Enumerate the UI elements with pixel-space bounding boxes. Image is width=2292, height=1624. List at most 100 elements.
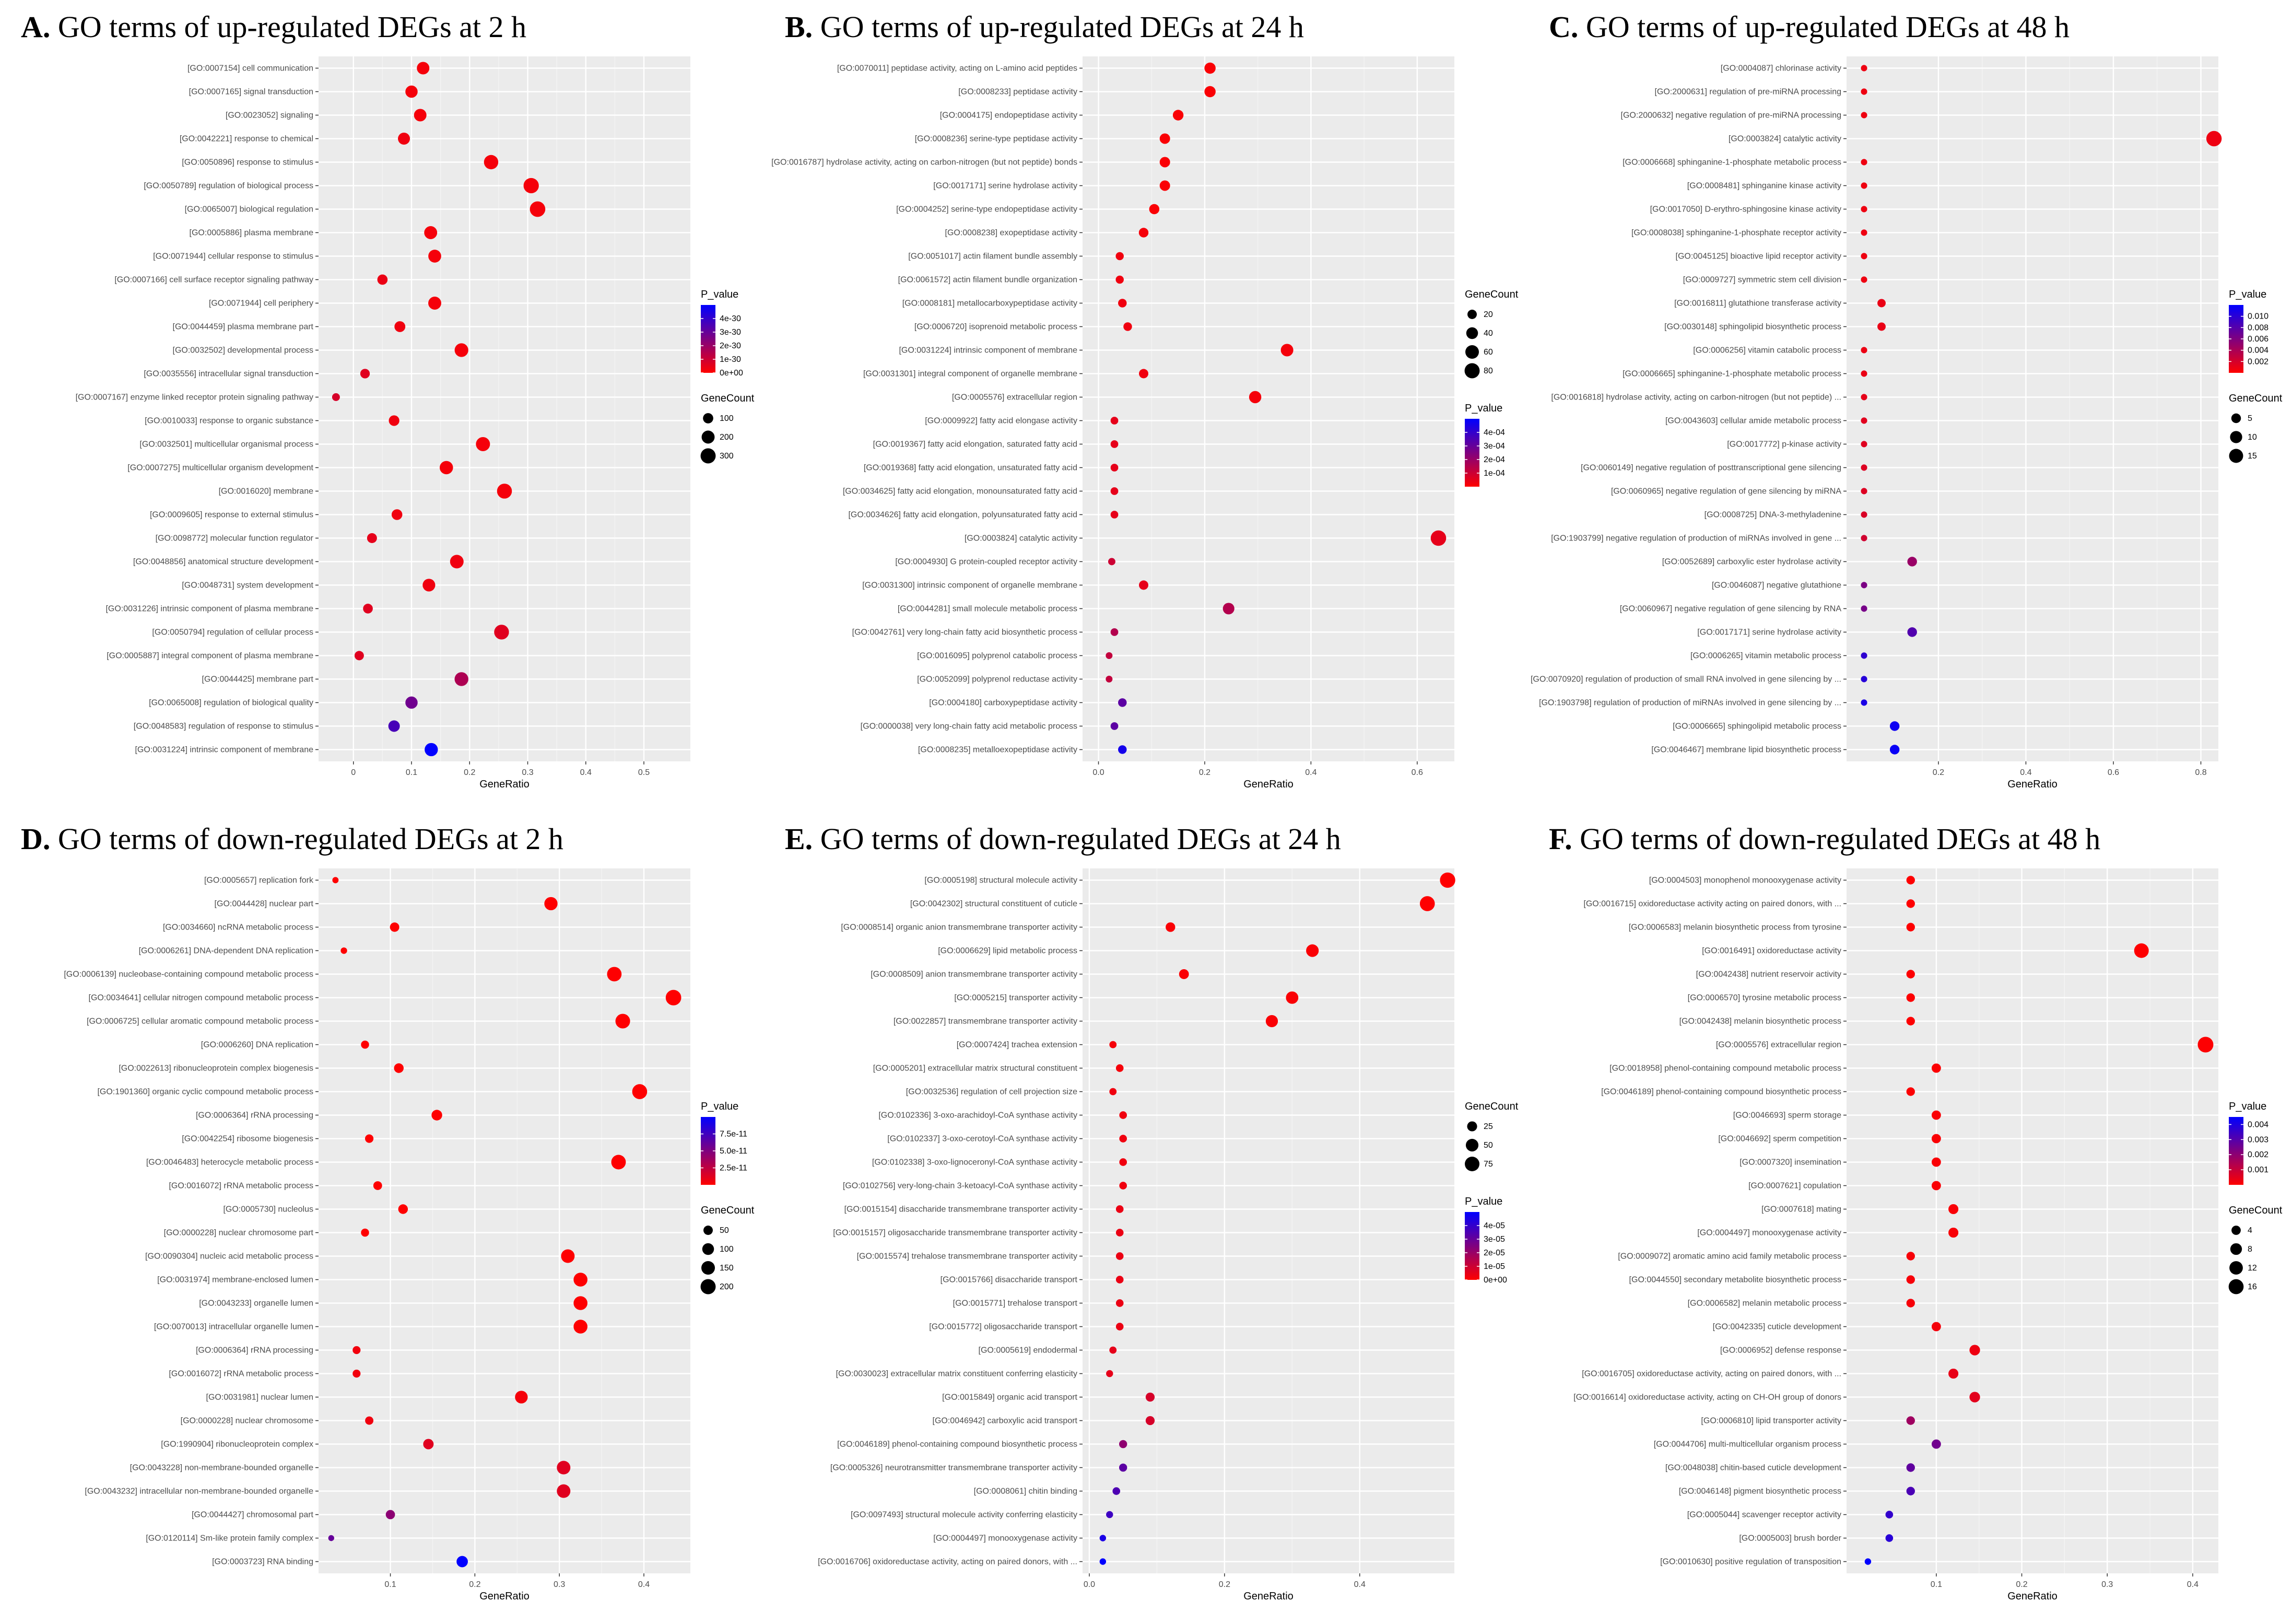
y-tick-label: [GO:0016787] hydrolase activity, acting … [771, 158, 1077, 167]
y-tick-label: [GO:1901360] organic cyclic compound met… [97, 1088, 313, 1097]
y-tick-label: [GO:0044706] multi-multicellular organis… [1654, 1440, 1841, 1449]
y-tick-label: [GO:0032536] regulation of cell projecti… [906, 1088, 1077, 1097]
y-tick-label: [GO:0007165] signal transduction [189, 88, 313, 97]
panel-d: D. GO terms of down-regulated DEGs at 2 … [0, 812, 764, 1624]
y-tick-label: [GO:0017171] serine hydrolase activity [1697, 628, 1841, 637]
y-tick-label: [GO:0008481] sphinganine kinase activity [1687, 182, 1841, 191]
y-tick-label: [GO:0006256] vitamin catabolic process [1693, 346, 1841, 355]
y-tick-label: [GO:0046148] pigment biosynthetic proces… [1679, 1487, 1841, 1496]
y-tick-label: [GO:0005198] structural molecule activit… [924, 876, 1077, 885]
pvalue-legend-title: P_value [701, 289, 738, 300]
data-point [573, 1296, 587, 1310]
data-point [1119, 1463, 1127, 1472]
y-tick-label: [GO:0006583] melanin biosynthetic proces… [1629, 923, 1841, 932]
data-point [1931, 1134, 1941, 1144]
x-tick-label: 0.4 [2187, 1580, 2199, 1589]
data-point [1906, 1299, 1915, 1308]
data-point [1115, 1064, 1124, 1072]
y-tick-label: [GO:1903799] negative regulation of prod… [1551, 534, 1841, 543]
genecount-legend-dot [1465, 345, 1479, 359]
data-point [615, 1014, 630, 1029]
y-tick-label: [GO:0048856] anatomical structure develo… [133, 558, 314, 567]
genecount-legend-dot [2230, 1243, 2242, 1255]
data-point [611, 1155, 626, 1170]
y-tick-label: [GO:0022857] transmembrane transporter a… [894, 1017, 1077, 1026]
y-tick-label: [GO:0061572] actin filament bundle organ… [898, 276, 1077, 285]
y-tick-label: [GO:0016491] oxidoreductase activity [1702, 947, 1841, 956]
x-tick-label: 0.4 [1354, 1580, 1366, 1589]
pvalue-legend-title: P_value [2229, 289, 2266, 300]
y-tick-label: [GO:0019367] fatty acid elongation, satu… [873, 440, 1077, 449]
x-tick-label: 0.2 [464, 768, 475, 777]
pvalue-legend-title: P_value [2229, 1101, 2266, 1112]
y-tick-label: [GO:0005887] integral component of plasm… [107, 652, 313, 661]
data-point [497, 484, 512, 499]
pvalue-legend-label: 3e-05 [1484, 1235, 1505, 1244]
y-tick-label: [GO:0006720] isoprenoid metabolic proces… [914, 323, 1077, 332]
y-tick-label: [GO:0010033] response to organic substan… [145, 417, 313, 426]
y-tick-label: [GO:0006364] rRNA processing [196, 1346, 313, 1355]
x-tick-label: 0.4 [2020, 768, 2031, 777]
y-tick-label: [GO:0007320] insemination [1739, 1158, 1841, 1167]
y-tick-label: [GO:0000228] nuclear chromosome [181, 1417, 313, 1426]
genecount-legend-label: 100 [720, 414, 734, 423]
x-tick-label: 0.5 [638, 768, 650, 777]
data-point [454, 343, 468, 357]
y-tick-label: [GO:0010630] positive regulation of tran… [1660, 1558, 1841, 1567]
x-tick-label: 0.3 [554, 1580, 565, 1589]
y-tick-label: [GO:0008038] sphinganine-1-phosphate rec… [1631, 229, 1841, 238]
data-point [1889, 721, 1900, 731]
data-point [1877, 299, 1886, 308]
genecount-legend-dot [2231, 1226, 2241, 1235]
pvalue-colorbar [2229, 1117, 2243, 1185]
y-tick-label: [GO:0006139] nucleobase-containing compo… [64, 970, 313, 979]
y-tick-label: [GO:0031226] intrinsic component of plas… [105, 605, 313, 614]
data-point [1172, 110, 1184, 121]
data-point [1166, 922, 1176, 932]
data-point [1099, 1558, 1107, 1565]
data-point [1265, 1015, 1278, 1028]
data-point [1159, 157, 1170, 168]
panel-title-text: GO terms of up-regulated DEGs at 24 h [820, 10, 1304, 44]
genecount-legend-dot [2231, 413, 2241, 423]
data-point [1109, 1088, 1117, 1096]
data-point [1159, 133, 1170, 144]
data-point [394, 1063, 404, 1073]
y-tick-label: [GO:0042221] response to chemical [180, 135, 313, 144]
y-tick-label: [GO:0022613] ribonucleoprotein complex b… [119, 1064, 313, 1073]
genecount-legend-dot [1465, 1157, 1479, 1171]
y-tick-label: [GO:0018958] phenol-containing compound … [1609, 1064, 1841, 1073]
pvalue-legend-label: 4e-30 [720, 314, 741, 323]
pvalue-legend-label: 1e-05 [1484, 1262, 1505, 1271]
y-tick-label: [GO:0071944] cell periphery [209, 299, 313, 308]
y-tick-label: [GO:0015772] oligosaccharide transport [929, 1323, 1077, 1332]
data-point [1861, 276, 1867, 283]
x-tick-label: 0.3 [2101, 1580, 2113, 1589]
pvalue-legend-label: 4e-04 [1484, 428, 1505, 437]
data-point [352, 1346, 361, 1355]
y-tick-label: [GO:0035556] intracellular signal transd… [144, 370, 313, 379]
y-tick-label: [GO:0046189] phenol-containing compound … [837, 1440, 1077, 1449]
data-point [1861, 535, 1867, 542]
y-tick-label: [GO:0005886] plasma membrane [190, 229, 314, 238]
y-tick-label: [GO:1903798] regulation of production of… [1539, 699, 1841, 708]
data-point [1906, 1017, 1915, 1026]
data-point [328, 1535, 334, 1541]
y-tick-label: [GO:0046483] heterocycle metabolic proce… [146, 1158, 313, 1167]
data-point [1115, 1299, 1124, 1307]
y-tick-label: [GO:0017050] D-erythro-sphingosine kinas… [1650, 205, 1841, 214]
pvalue-legend-label: 5.0e-11 [720, 1147, 747, 1156]
y-tick-label: [GO:0070920] regulation of production of… [1531, 675, 1841, 684]
data-point [424, 226, 438, 239]
genecount-legend-label: 50 [720, 1226, 729, 1235]
panel-letter: B. [785, 10, 813, 44]
data-point [1106, 652, 1113, 660]
x-tick-label: 0.6 [1412, 768, 1423, 777]
data-point [1249, 391, 1262, 404]
data-point [1969, 1345, 1980, 1356]
y-tick-label: [GO:0006668] sphinganine-1-phosphate met… [1623, 158, 1841, 167]
y-tick-label: [GO:0009605] response to external stimul… [150, 511, 313, 520]
genecount-legend-title: GeneCount [1465, 1101, 1519, 1112]
y-tick-label: [GO:0052689] carboxylic ester hydrolase … [1662, 558, 1841, 567]
data-point [1179, 969, 1189, 979]
